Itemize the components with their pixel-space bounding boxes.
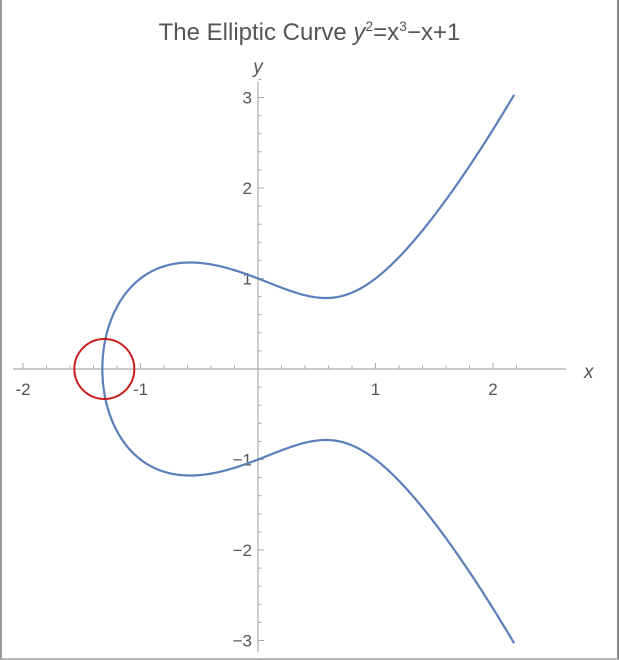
y-tick-label: 1	[243, 270, 252, 289]
title-exponent-3: 3	[399, 18, 407, 34]
title-prefix: The Elliptic Curve	[158, 19, 354, 46]
x-axis-label: x	[583, 362, 595, 383]
title-rest: −x+1	[406, 19, 461, 46]
y-tick-label: 2	[243, 179, 252, 198]
curve	[101, 94, 516, 644]
axes: -2 -1 1 2 −3 −2 −1 1 2 3 x y	[13, 57, 595, 660]
chart-title: The Elliptic Curve y2=x3−x+1	[0, 18, 619, 47]
x-tick-label: 1	[371, 380, 380, 399]
title-eq-x: =x	[373, 19, 400, 46]
x-tick-label: -2	[15, 380, 30, 399]
x-tick-label: 2	[488, 380, 497, 399]
x-tick-label: -1	[133, 380, 148, 399]
root-circle-annotation	[73, 338, 136, 400]
title-var-y: y	[353, 19, 366, 46]
annotations	[73, 338, 136, 400]
y-tick-label: −3	[233, 632, 252, 651]
y-tick-label: −1	[233, 451, 252, 470]
y-tick-label: −2	[233, 541, 252, 560]
y-tick-label: 3	[243, 89, 252, 108]
y-axis-label: y	[251, 57, 264, 78]
curve-line	[101, 94, 516, 644]
title-exponent-2: 2	[365, 18, 374, 34]
